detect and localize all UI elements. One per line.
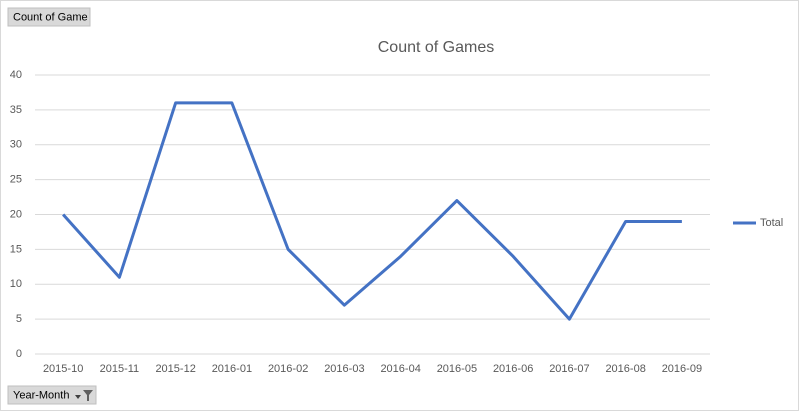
x-tick-label: 2016-01 [212,363,252,375]
x-tick-label: 2016-09 [662,363,702,375]
y-tick-label: 40 [10,69,22,81]
dropdown-icon [75,395,81,399]
x-tick-label: 2016-06 [493,363,533,375]
x-tick-label: 2016-04 [380,363,420,375]
y-tick-label: 15 [10,243,22,255]
series-line [62,101,682,321]
x-tick-label: 2016-02 [268,363,308,375]
field-button-label[interactable]: Year-Month [13,389,69,401]
y-tick-label: 25 [10,174,22,186]
field-button-label[interactable]: Count of Game [13,11,88,23]
x-tick-label: 2015-12 [155,363,195,375]
y-tick-label: 10 [10,278,22,290]
x-tick-label: 2015-10 [43,363,83,375]
y-tick-label: 0 [16,348,22,360]
y-tick-label: 35 [10,104,22,116]
y-tick-label: 20 [10,208,22,220]
chart-title: Count of Games [378,39,495,56]
y-tick-label: 5 [16,313,22,325]
x-tick-label: 2016-07 [549,363,589,375]
field-button[interactable] [7,7,91,27]
x-tick-label: 2016-05 [437,363,477,375]
legend-label: Total [760,217,783,229]
x-tick-label: 2016-08 [605,363,645,375]
y-tick-label: 30 [10,139,22,151]
filter-icon [83,390,93,401]
x-tick-label: 2015-11 [100,363,140,375]
x-tick-label: 2016-03 [324,363,364,375]
field-button[interactable] [7,385,97,405]
